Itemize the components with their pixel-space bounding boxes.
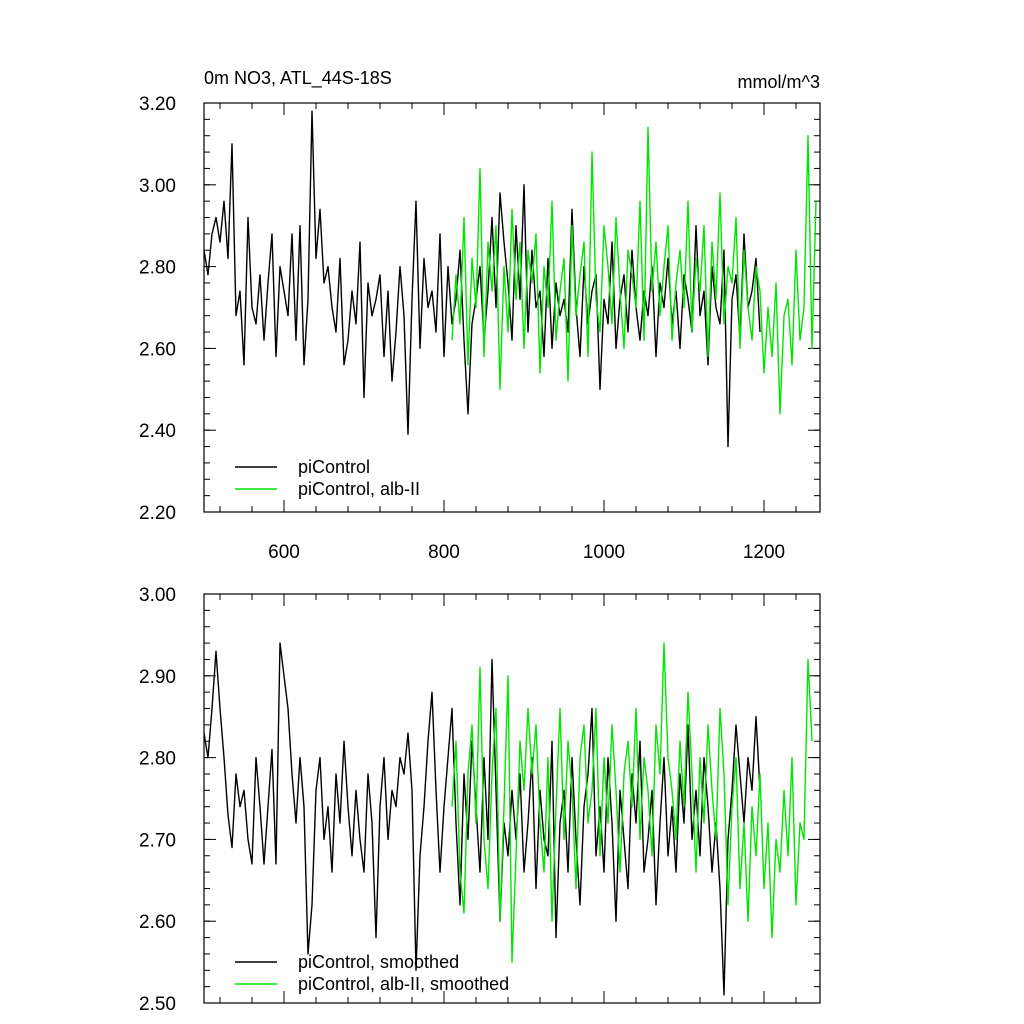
bottom-series-line-picontrol bbox=[203, 642, 761, 996]
bottom-axes: 2.50 2.60 2.70 2.80 2.90 3.00 bbox=[139, 585, 821, 1015]
top-ytick-label: 2.20 bbox=[139, 503, 176, 524]
top-ytick-label: 3.20 bbox=[139, 94, 176, 115]
top-legend-label: piControl bbox=[298, 457, 370, 477]
bottom-panel: 2.50 2.60 2.70 2.80 2.90 3.00 piControl, smoo… bbox=[139, 585, 821, 1015]
bottom-ytick-label: 2.70 bbox=[139, 830, 176, 851]
top-chart-units: mmol/m^3 bbox=[738, 72, 820, 92]
bottom-plot-frame bbox=[203, 593, 821, 1004]
top-plot-frame bbox=[203, 102, 821, 513]
top-xtick-label: 600 bbox=[268, 542, 300, 563]
top-ytick-label: 3.00 bbox=[139, 176, 176, 197]
top-series-group bbox=[203, 110, 817, 448]
bottom-ytick-label: 2.50 bbox=[139, 994, 176, 1015]
top-ytick-label: 2.80 bbox=[139, 258, 176, 279]
bottom-series-line-alb-ii bbox=[451, 642, 813, 963]
top-series-line-picontrol bbox=[203, 110, 761, 448]
top-xtick-label: 1000 bbox=[583, 542, 625, 563]
top-ytick-label: 2.60 bbox=[139, 339, 176, 360]
bottom-ytick-label: 2.90 bbox=[139, 667, 176, 688]
top-panel: 0m NO3, ATL_44S-18S mmol/m^3 2.20 2.40 2.6… bbox=[139, 68, 821, 563]
top-series-line-alb-ii bbox=[451, 126, 817, 415]
top-legend-label: piControl, alb-II bbox=[298, 479, 420, 499]
bottom-ytick-label: 3.00 bbox=[139, 585, 176, 606]
bottom-ytick-label: 2.60 bbox=[139, 912, 176, 933]
top-xtick-label: 1200 bbox=[743, 542, 785, 563]
top-xtick-label: 800 bbox=[428, 542, 460, 563]
top-ytick-label: 2.40 bbox=[139, 421, 176, 442]
bottom-ytick-label: 2.80 bbox=[139, 749, 176, 770]
bottom-legend-label: piControl, smoothed bbox=[298, 952, 459, 972]
top-chart-title: 0m NO3, ATL_44S-18S bbox=[204, 68, 392, 89]
bottom-series-group bbox=[203, 642, 813, 996]
bottom-legend-label: piControl, alb-II, smoothed bbox=[298, 974, 509, 994]
top-axes: 2.20 2.40 2.60 2.80 3.00 3.20 600 800 1000 1200 bbox=[139, 94, 821, 563]
